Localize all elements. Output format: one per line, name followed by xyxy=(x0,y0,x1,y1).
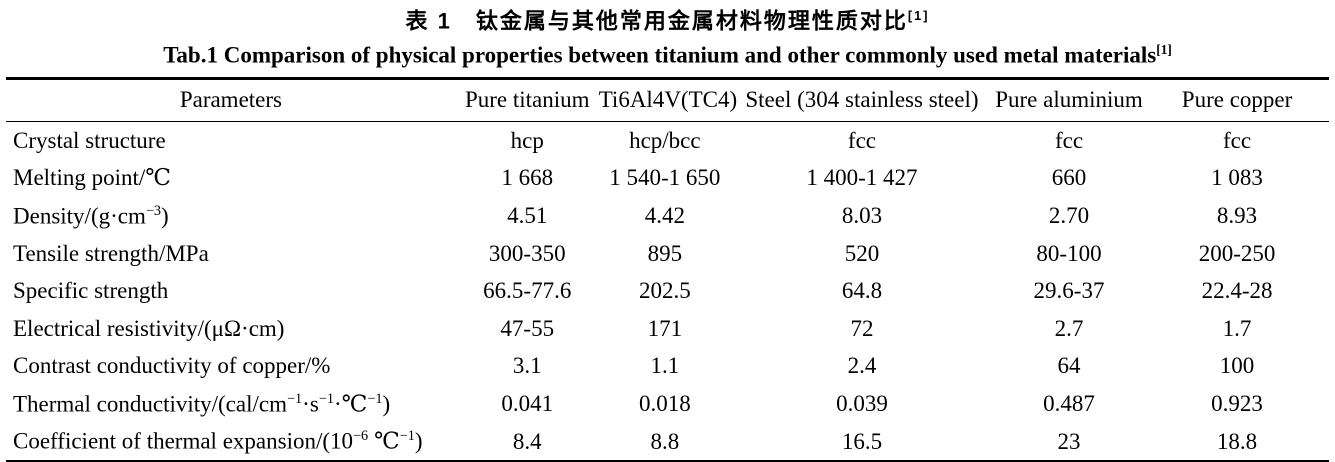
column-header-ti6al4v: Ti6Al4V(TC4) xyxy=(598,78,737,122)
value-cell: 4.42 xyxy=(644,202,685,228)
table-row: Thermal conductivity/(cal/cm−1·s−1·℃−1) 0… xyxy=(6,385,1329,423)
value-cell: 1 540-1 650 xyxy=(609,165,721,191)
table-caption-english: Tab.1 Comparison of physical properties … xyxy=(0,35,1335,71)
table-row: Contrast conductivity of copper/% 3.1 1.1 2… xyxy=(6,348,1329,386)
value-cell: 64.8 xyxy=(841,278,883,304)
value-cell: hcp xyxy=(510,127,544,153)
value-cell: 0.018 xyxy=(638,390,691,416)
value-cell: 0.039 xyxy=(836,390,888,416)
parameter-label: Thermal conductivity/(cal/cm−1·s−1·℃−1) xyxy=(13,390,391,417)
table-row: Specific strength 66.5-77.6 202.5 64.8 29.6-… xyxy=(6,272,1329,310)
column-header-steel: Steel (304 stainless steel) xyxy=(730,78,993,122)
value-cell: 200-250 xyxy=(1198,240,1276,266)
table-body: Crystal structure hcp hcp/bcc fcc fcc fcc Melt… xyxy=(6,121,1329,461)
value-cell: 0.041 xyxy=(501,390,554,416)
value-cell: 0.923 xyxy=(1211,390,1263,416)
parameter-label: Density/(g·cm−3) xyxy=(13,202,169,229)
value-cell: 1.1 xyxy=(650,353,680,379)
value-cell: 66.5-77.6 xyxy=(483,278,572,304)
value-cell: 2.4 xyxy=(847,353,877,379)
value-cell: 171 xyxy=(647,315,683,341)
value-cell: 300-350 xyxy=(488,240,566,266)
table-caption-chinese-text: 表 1 钛金属与其他常用金属材料物理性质对比 xyxy=(405,8,908,34)
value-cell: 0.487 xyxy=(1043,390,1095,416)
header-row: Parameters Pure titanium Ti6Al4V(TC4) St… xyxy=(6,78,1329,122)
table-caption-chinese: 表 1 钛金属与其他常用金属材料物理性质对比[1] xyxy=(0,0,1335,35)
table-row: Melting point/℃ 1 668 1 540-1 650 1 400-1 4… xyxy=(6,160,1329,198)
value-cell: 23 xyxy=(1057,428,1081,454)
parameter-label: Electrical resistivity/(μΩ·cm) xyxy=(13,315,285,341)
parameter-label: Tensile strength/MPa xyxy=(13,240,209,266)
value-cell: 80-100 xyxy=(1036,240,1102,266)
value-cell: 1.7 xyxy=(1222,315,1252,341)
value-cell: fcc xyxy=(1054,127,1084,153)
value-cell: 8.8 xyxy=(650,428,680,454)
table-row: Density/(g·cm−3) 4.51 4.42 8.03 2.70 8.93 xyxy=(6,197,1329,235)
column-header-pure-copper: Pure copper xyxy=(1145,78,1329,122)
column-header-parameters: Parameters xyxy=(6,78,456,122)
value-cell: 1 668 xyxy=(501,165,554,191)
value-cell: 202.5 xyxy=(638,278,691,304)
value-cell: 16.5 xyxy=(841,428,883,454)
value-cell: 1 083 xyxy=(1211,165,1263,191)
value-cell: 2.7 xyxy=(1054,315,1084,341)
value-cell: 18.8 xyxy=(1216,428,1258,454)
value-cell: 22.4-28 xyxy=(1201,278,1273,304)
value-cell: 100 xyxy=(1219,353,1255,379)
parameter-label: Specific strength xyxy=(13,278,169,304)
parameter-label: Melting point/℃ xyxy=(13,165,171,191)
value-cell: 660 xyxy=(1051,165,1087,191)
value-cell: 1 400-1 427 xyxy=(806,165,918,191)
table-row: Tensile strength/MPa 300-350 895 520 80-100 2… xyxy=(6,235,1329,273)
value-cell: 47-55 xyxy=(500,315,555,341)
value-cell: 8.03 xyxy=(841,202,883,228)
table-row: Crystal structure hcp hcp/bcc fcc fcc fcc xyxy=(6,121,1329,159)
value-cell: 520 xyxy=(844,240,880,266)
value-cell: 64 xyxy=(1057,353,1081,379)
reference-superscript: [1] xyxy=(1156,42,1172,58)
value-cell: 895 xyxy=(647,240,683,266)
reference-superscript: [1] xyxy=(907,8,930,23)
value-cell: 2.70 xyxy=(1048,202,1090,228)
value-cell: fcc xyxy=(847,127,876,153)
parameter-label: Contrast conductivity of copper/% xyxy=(13,353,331,379)
table-row: Electrical resistivity/(μΩ·cm) 47-55 171 72… xyxy=(6,310,1329,348)
value-cell: hcp/bcc xyxy=(629,127,701,153)
column-header-pure-aluminium: Pure aluminium xyxy=(992,78,1146,122)
table-caption-english-text: Tab.1 Comparison of physical properties … xyxy=(163,42,1157,68)
table-row: Coefficient of thermal expansion/(10−6 ℃… xyxy=(6,423,1329,462)
properties-table: Parameters Pure titanium Ti6Al4V(TC4) St… xyxy=(6,76,1329,462)
value-cell: 29.6-37 xyxy=(1033,278,1105,304)
parameter-label: Coefficient of thermal expansion/(10−6 ℃… xyxy=(13,428,423,454)
value-cell: 72 xyxy=(850,315,874,341)
value-cell: 3.1 xyxy=(512,353,542,379)
table-header: Parameters Pure titanium Ti6Al4V(TC4) St… xyxy=(6,78,1329,122)
value-cell: 8.4 xyxy=(512,428,542,454)
column-header-pure-titanium: Pure titanium xyxy=(455,78,599,122)
value-cell: fcc xyxy=(1223,127,1252,153)
value-cell: 4.51 xyxy=(507,202,548,228)
parameter-label: Crystal structure xyxy=(13,127,166,153)
value-cell: 8.93 xyxy=(1216,202,1258,228)
